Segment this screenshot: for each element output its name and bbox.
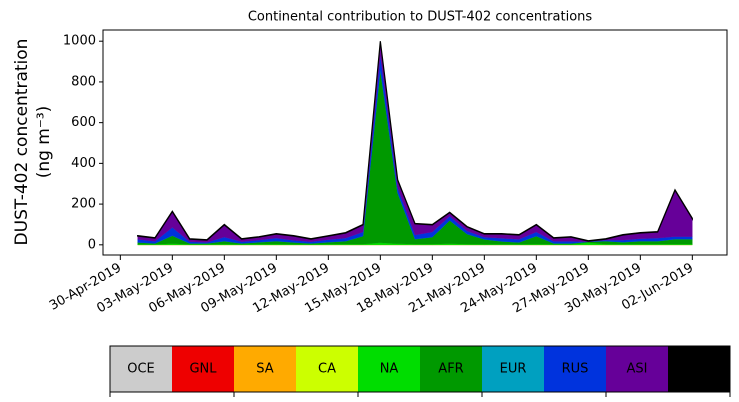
legend-label: OCE — [127, 362, 155, 377]
plot-frame — [102, 29, 728, 256]
legend-swatch — [606, 346, 668, 392]
legend-swatch — [420, 346, 482, 392]
legend-label: AFR — [438, 362, 463, 377]
y-axis-label: (ng m⁻³) — [34, 106, 54, 179]
y-tick-label: 200 — [71, 197, 96, 212]
legend-label: NA — [380, 362, 399, 377]
legend-label: EUR — [500, 362, 527, 377]
y-tick-label: 600 — [71, 115, 96, 130]
legend-label: RUS — [562, 362, 589, 377]
legend-label: GNL — [189, 362, 217, 377]
legend-swatch — [172, 346, 234, 392]
y-tick-label: 400 — [71, 156, 96, 171]
area — [137, 41, 693, 242]
legend-swatch — [668, 346, 730, 392]
legend-frame — [109, 345, 731, 393]
legend-label: CA — [318, 362, 336, 377]
y-axis-label: DUST-402 concentration — [12, 39, 32, 246]
legend-label: AUS — [686, 362, 713, 377]
legend-swatch — [296, 346, 358, 392]
legend-swatch — [110, 346, 172, 392]
legend-swatch — [544, 346, 606, 392]
y-tick-label: 800 — [71, 74, 96, 89]
area — [137, 69, 693, 244]
legend-swatch — [234, 346, 296, 392]
legend-label: ASI — [627, 362, 648, 377]
area — [137, 69, 693, 245]
legend-swatch — [482, 346, 544, 392]
y-tick-label: 1000 — [63, 34, 96, 49]
y-tick-label: 0 — [88, 237, 96, 252]
chart-title: Continental contribution to DUST-402 con… — [248, 10, 593, 25]
area — [137, 55, 693, 244]
legend-label: SA — [256, 362, 273, 377]
legend-swatch — [358, 346, 420, 392]
area — [137, 41, 693, 243]
